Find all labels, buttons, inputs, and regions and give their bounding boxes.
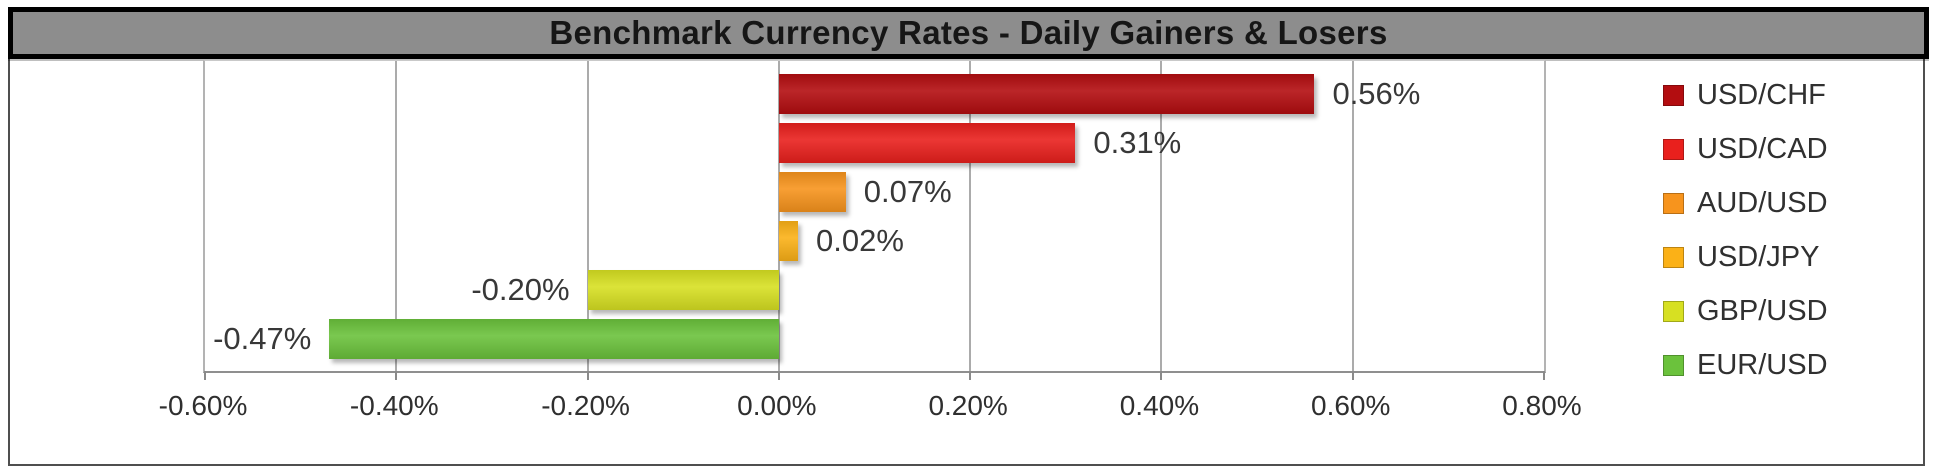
x-axis-tick-label: -0.60% [158,390,248,421]
x-axis-labels: -0.60% -0.40% -0.20% 0.00% 0.20% 0.40% 0.60% 0.… [0,390,1937,426]
legend-item-eur-usd: EUR/USD [1663,348,1828,381]
plot-area: 0.56% 0.31% 0.07% 0.02% -0.20% -0.47% [203,60,1546,380]
gridline [777,61,780,371]
legend-label: USD/JPY [1697,240,1820,273]
gridline [586,61,589,371]
x-axis-tick-label: 0.40% [1119,390,1200,421]
legend-item-usd-cad: USD/CAD [1663,132,1828,165]
axis-tick [204,371,206,380]
legend-swatch-icon [1663,354,1684,376]
legend-swatch-icon [1663,192,1684,214]
bar-eur-usd [329,319,779,359]
bar-value-label: 0.31% [1093,125,1182,160]
axis-tick [1160,371,1163,380]
legend-item-usd-chf: USD/CHF [1663,78,1828,111]
x-axis-tick-label: 0.00% [737,390,817,421]
axis-tick [1351,371,1354,380]
legend-item-usd-jpy: USD/JPY [1663,240,1828,273]
axis-tick [969,371,972,380]
x-axis-tick-label: 0.80% [1502,390,1582,421]
legend-label: USD/CHF [1697,78,1826,111]
bar-gbp-usd [587,270,779,310]
bar-value-label: 0.02% [815,223,904,258]
bar-aud-usd [778,172,846,212]
legend-label: GBP/USD [1697,294,1828,327]
bar-value-label: -0.20% [471,272,570,307]
bar-usd-jpy [778,221,798,261]
gridline [969,61,972,371]
chart-title-bar: Benchmark Currency Rates - Daily Gainers… [8,7,1929,59]
axis-tick [777,371,780,380]
x-axis-tick-label: -0.20% [541,390,630,421]
gridline [1351,61,1354,371]
legend-item-gbp-usd: GBP/USD [1663,294,1828,327]
legend-label: USD/CAD [1697,132,1828,165]
legend-label: AUD/USD [1697,186,1828,219]
chart-title: Benchmark Currency Rates - Daily Gainers… [549,14,1388,51]
gridline [1160,61,1163,371]
legend: USD/CHF USD/CAD AUD/USD USD/JPY GBP/USD EUR/U… [1663,78,1828,381]
legend-label: EUR/USD [1697,348,1828,381]
axis-tick [1543,371,1545,380]
axis-tick [586,371,589,380]
axis-tick [395,371,398,380]
bar-value-label: 0.56% [1332,76,1421,111]
x-axis-tick-label: 0.20% [928,390,1008,421]
gridline [395,61,398,371]
x-axis-tick-label: -0.40% [349,390,439,421]
legend-swatch-icon [1663,300,1684,322]
legend-swatch-icon [1663,246,1684,268]
legend-item-aud-usd: AUD/USD [1663,186,1828,219]
legend-swatch-icon [1663,138,1684,160]
legend-swatch-icon [1663,84,1684,106]
bar-usd-chf [778,74,1315,114]
x-axis-tick-label: 0.60% [1311,390,1391,421]
bar-usd-cad [778,123,1076,163]
bar-value-label: -0.47% [213,321,312,356]
bar-value-label: 0.07% [863,174,952,209]
